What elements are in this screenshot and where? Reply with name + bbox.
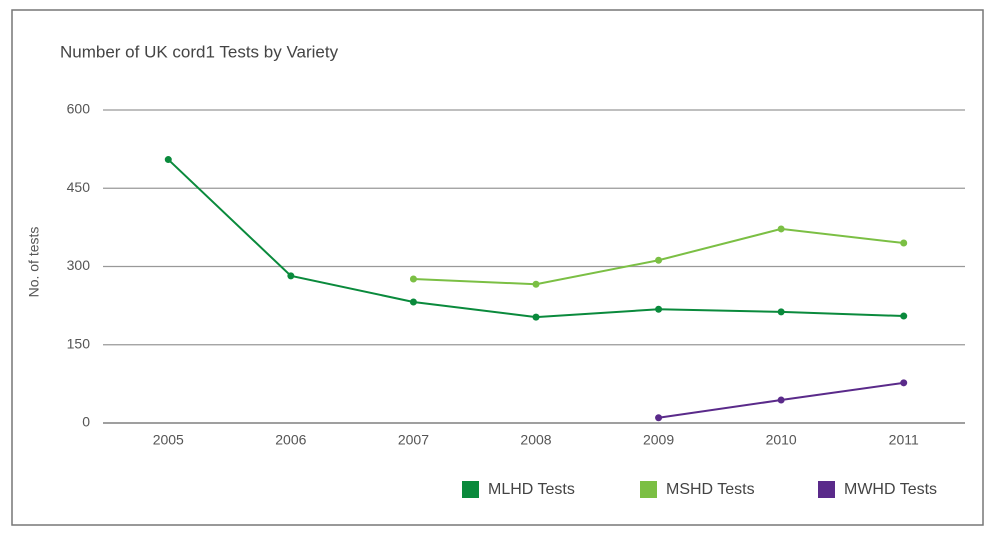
- x-tick-label: 2007: [398, 432, 429, 448]
- legend-swatch: [818, 481, 835, 498]
- legend-swatch: [462, 481, 479, 498]
- x-tick-label: 2008: [520, 432, 551, 448]
- data-point: [900, 312, 908, 320]
- legend-text: MSHD Tests: [666, 481, 755, 498]
- legend-swatch: [640, 481, 657, 498]
- chart-border: [11, 9, 984, 526]
- data-point: [655, 256, 663, 264]
- data-point: [900, 379, 908, 387]
- y-tick-label: 300: [67, 257, 91, 273]
- y-tick-label: 150: [67, 335, 91, 351]
- data-point: [655, 414, 663, 422]
- series-line: [167, 158, 904, 319]
- y-tick-label: 600: [67, 101, 91, 117]
- data-point: [900, 239, 908, 247]
- data-point: [164, 156, 172, 164]
- data-point: [532, 280, 540, 288]
- data-point: [409, 298, 417, 306]
- y-axis-label: No. of tests: [26, 227, 42, 298]
- x-tick-label: 2009: [643, 432, 674, 448]
- data-point: [655, 305, 663, 313]
- x-tick-label: 2010: [766, 432, 797, 448]
- data-point: [777, 308, 785, 316]
- chart-title: Number of UK cord1 Tests by Variety: [60, 42, 339, 61]
- legend-text: MWHD Tests: [844, 481, 937, 498]
- series-line: [413, 227, 904, 286]
- y-tick-label: 450: [67, 179, 91, 195]
- data-point: [532, 313, 540, 321]
- data-point: [777, 396, 785, 404]
- y-tick-label: 0: [82, 414, 90, 430]
- data-point: [287, 272, 295, 280]
- x-tick-label: 2011: [889, 432, 919, 448]
- legend-text: MLHD Tests: [488, 481, 575, 498]
- data-point: [409, 275, 417, 283]
- x-tick-label: 2006: [275, 432, 306, 448]
- data-point: [777, 225, 785, 233]
- x-tick-label: 2005: [153, 432, 184, 448]
